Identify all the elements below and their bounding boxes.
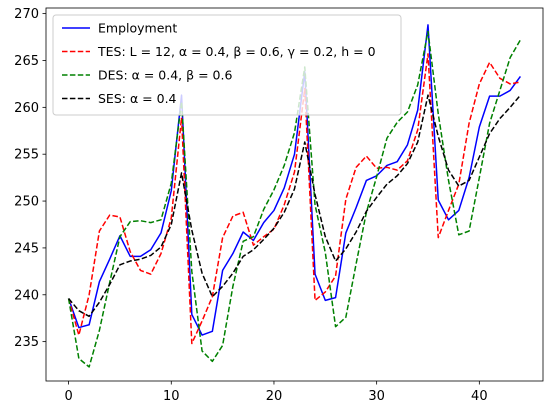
x-tick-label: 0 (64, 389, 72, 404)
y-tick-label: 240 (14, 288, 39, 303)
y-tick-label: 270 (14, 7, 39, 22)
legend: Employment TES: L = 12, α = 0.4, β = 0.6,… (52, 14, 402, 116)
x-tick-label: 20 (266, 389, 283, 404)
y-tick-label: 260 (14, 101, 39, 116)
legend-box (52, 14, 402, 116)
y-axis-ticks: 235 240 245 250 255 260 265 270 (14, 7, 46, 350)
legend-label-ses: SES: α = 0.4 (98, 91, 177, 106)
series-line-tes (67, 53, 521, 345)
x-tick-label: 40 (471, 389, 488, 404)
axes (45, 7, 544, 382)
legend-label-tes: TES: L = 12, α = 0.4, β = 0.6, γ = 0.2, … (97, 44, 376, 59)
x-tick-label: 30 (368, 389, 385, 404)
series-line-ses (68, 94, 521, 318)
axes-frame (45, 7, 544, 382)
plot-lines (67, 24, 522, 368)
y-tick-label: 245 (14, 241, 39, 256)
x-tick-label: 10 (163, 389, 180, 404)
y-tick-label: 265 (14, 54, 39, 69)
legend-label-des: DES: α = 0.4, β = 0.6 (98, 68, 232, 83)
series-line-des (67, 30, 522, 368)
series-line-employment (67, 24, 522, 336)
legend-label-employment: Employment (98, 21, 177, 36)
y-tick-label: 250 (14, 195, 39, 210)
x-axis-ticks: 0 10 20 30 40 (64, 381, 488, 404)
y-tick-label: 255 (14, 148, 39, 163)
y-tick-label: 235 (14, 335, 39, 350)
